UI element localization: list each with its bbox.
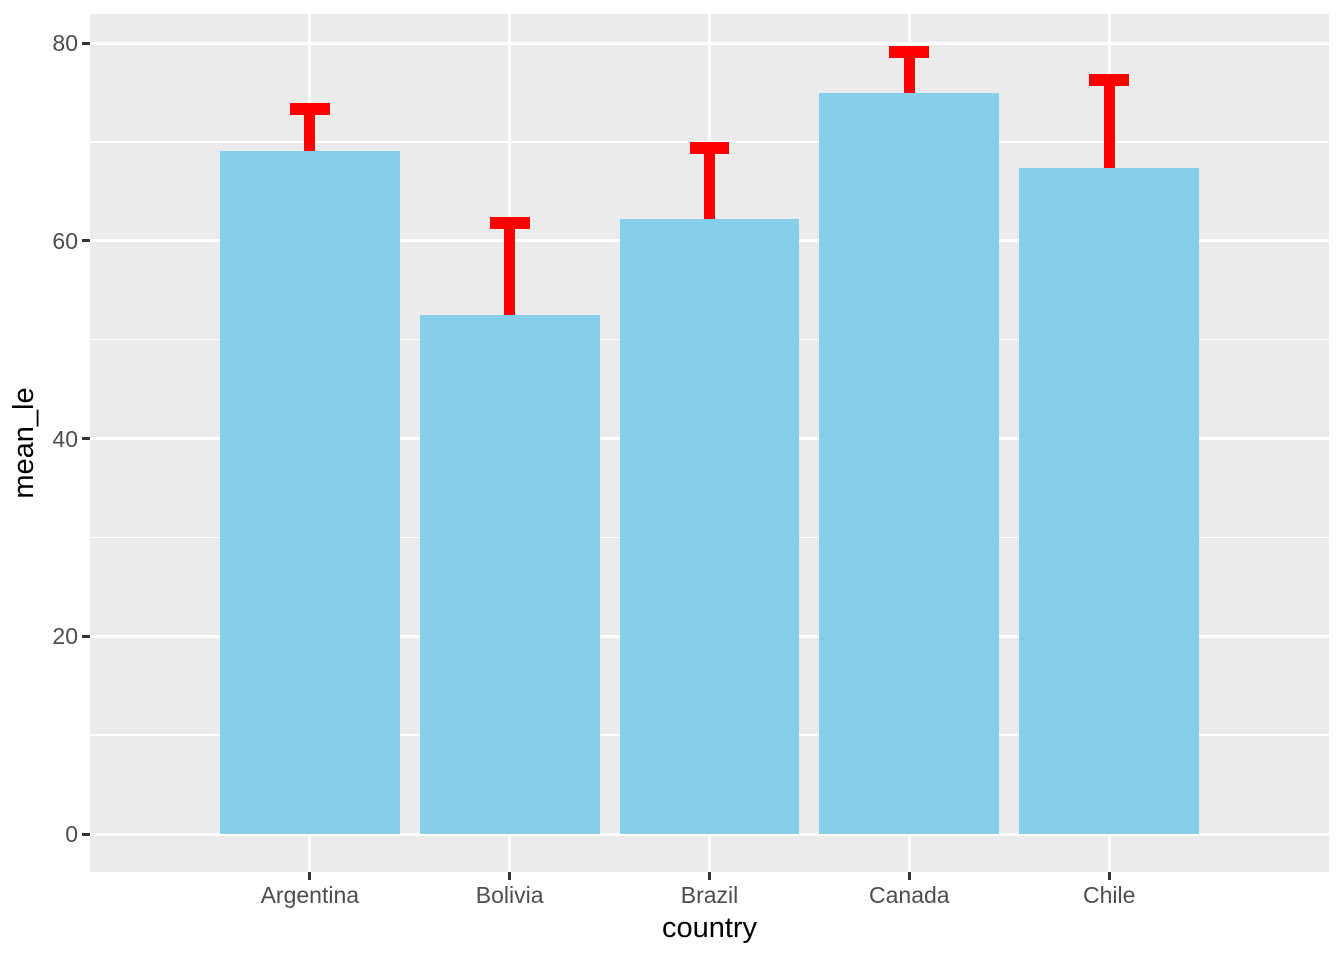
y-tick-label-20: 20: [52, 623, 78, 650]
bar-argentina: [219, 150, 400, 834]
y-tick-40: [82, 437, 90, 440]
plot-panel: [90, 14, 1329, 872]
x-tick-canada: [907, 872, 911, 880]
bar-bolivia: [419, 314, 600, 834]
errorbar-stem-chile: [1103, 79, 1115, 168]
y-tick-label-40: 40: [52, 425, 78, 452]
errorbar-stem-canada: [903, 51, 915, 94]
bar-canada: [819, 93, 1000, 834]
y-tick-label-60: 60: [52, 227, 78, 254]
x-tick-argentina: [308, 872, 312, 880]
errorbar-stem-argentina: [304, 109, 316, 151]
y-tick-label-80: 80: [52, 30, 78, 56]
errorbar-cap-argentina: [289, 103, 330, 116]
y-tick-label-0: 0: [65, 821, 78, 847]
errorbar-cap-brazil: [689, 141, 730, 154]
errorbar-cap-canada: [889, 45, 930, 58]
bar-brazil: [619, 218, 800, 834]
y-tick-60: [82, 239, 90, 243]
x-tick-bolivia: [508, 872, 512, 880]
errorbar-cap-chile: [1089, 73, 1130, 86]
x-axis-title: country: [661, 912, 758, 944]
x-tick-label-argentina: Argentina: [260, 882, 360, 908]
x-tick-label-brazil: Brazil: [680, 882, 739, 908]
x-tick-brazil: [708, 872, 711, 880]
y-tick-20: [82, 634, 90, 638]
errorbar-cap-bolivia: [489, 216, 530, 229]
x-tick-label-canada: Canada: [869, 882, 950, 908]
bar-chile: [1019, 167, 1200, 834]
errorbar-stem-bolivia: [504, 222, 516, 315]
y-tick-80: [82, 41, 90, 45]
x-tick-label-bolivia: Bolivia: [475, 882, 544, 908]
x-tick-label-chile: Chile: [1082, 882, 1136, 908]
y-tick-0: [82, 832, 90, 836]
x-tick-chile: [1107, 872, 1111, 880]
errorbar-stem-brazil: [704, 147, 715, 219]
